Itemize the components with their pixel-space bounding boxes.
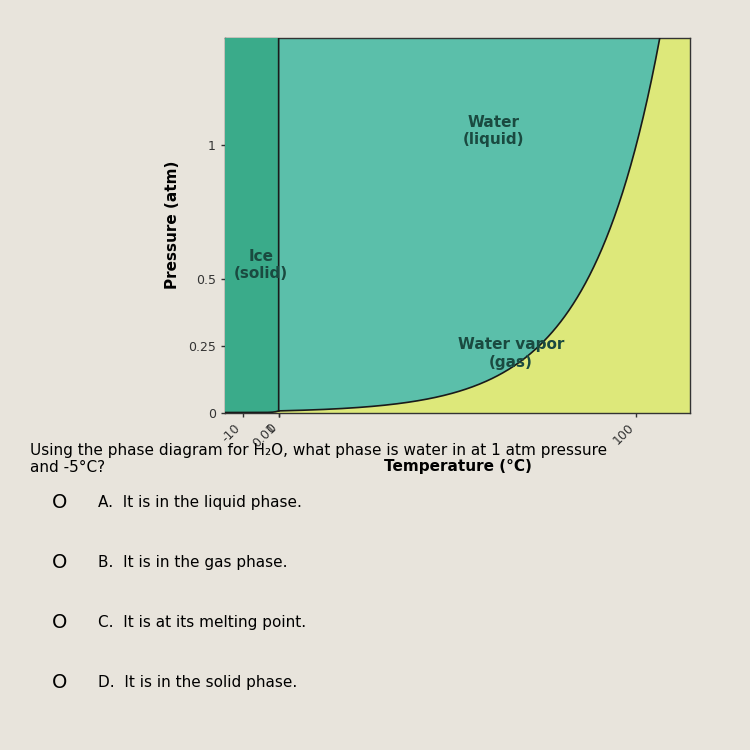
Text: Water
(liquid): Water (liquid)	[463, 115, 524, 148]
Text: Using the phase diagram for H₂O, what phase is water in at 1 atm pressure
and -5: Using the phase diagram for H₂O, what ph…	[30, 442, 608, 475]
Text: O: O	[53, 493, 68, 512]
Text: C.  It is at its melting point.: C. It is at its melting point.	[98, 615, 306, 630]
Polygon shape	[225, 38, 279, 412]
Text: Water vapor
(gas): Water vapor (gas)	[458, 338, 564, 370]
Text: Ice
(solid): Ice (solid)	[234, 249, 288, 281]
Text: D.  It is in the solid phase.: D. It is in the solid phase.	[98, 675, 297, 690]
Polygon shape	[279, 0, 690, 411]
Polygon shape	[225, 38, 690, 412]
Text: O: O	[53, 553, 68, 572]
Text: B.  It is in the gas phase.: B. It is in the gas phase.	[98, 555, 287, 570]
Text: A.  It is in the liquid phase.: A. It is in the liquid phase.	[98, 495, 302, 510]
Y-axis label: Pressure (atm): Pressure (atm)	[165, 160, 180, 290]
Text: O: O	[53, 613, 68, 632]
X-axis label: Temperature (°C): Temperature (°C)	[383, 459, 532, 474]
Text: O: O	[53, 673, 68, 692]
